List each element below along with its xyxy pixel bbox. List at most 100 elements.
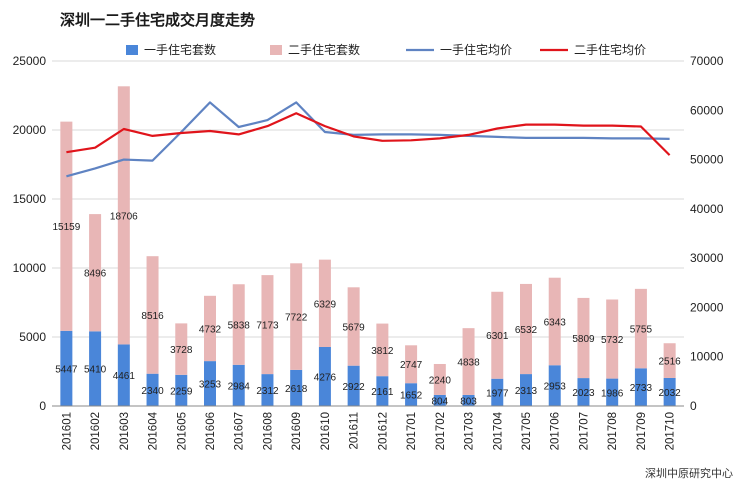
data-label-new-units: 2312 [256,386,279,397]
bar-new-units [146,373,159,406]
right-axis-tick-label: 20000 [690,300,724,314]
x-axis-tick-label: 201701 [406,412,418,450]
legend-item: 一手住宅均价 [406,42,512,57]
right-axis-tick-label: 60000 [690,103,724,117]
data-label-second-units: 6343 [544,317,567,328]
bar-second-units [117,86,130,345]
x-axis-tick-label: 201704 [492,411,504,450]
bar-new-units [89,331,102,406]
data-label-new-units: 2922 [343,382,366,393]
right-axis-tick-label: 40000 [690,202,724,216]
x-axis-tick-label: 201708 [607,412,619,450]
left-axis-tick-label: 25000 [13,54,47,68]
data-label-new-units: 1652 [400,391,423,402]
data-label-new-units: 5447 [55,364,78,375]
data-label-second-units: 5732 [601,335,624,346]
data-labels: 5447 15159 5410 8496 4461 18706 2340 8516 2259 37… [52,211,681,407]
bar-second-units [60,121,73,331]
bar-second-units [347,287,360,366]
x-axis-tick-label: 201710 [665,412,677,450]
left-axis-tick-label: 10000 [13,261,47,275]
bar-second-units [261,275,274,375]
data-label-new-units: 2953 [544,382,567,393]
x-axis-tick-label: 201603 [119,412,131,450]
axes: 0 5000 10000 15000 20000 25000 0 10000 20000 3000… [13,54,724,450]
data-label-new-units: 2984 [228,381,251,392]
legend-label: 二手住宅套数 [288,42,360,57]
bar-second-units [204,295,216,362]
x-axis-tick-label: 201703 [464,412,476,450]
data-label-second-units: 18706 [110,211,138,222]
bar-second-units [491,291,504,379]
data-label-second-units: 6301 [486,331,509,342]
data-label-second-units: 4838 [457,358,480,369]
right-axis-tick-label: 0 [690,399,697,413]
legend-swatch-bar [126,45,138,55]
data-label-new-units: 2023 [572,388,595,399]
right-axis-tick-label: 50000 [690,153,724,167]
x-axis-tick-label: 201707 [578,412,590,450]
x-axis-tick-label: 201706 [550,412,562,450]
data-label-new-units: 2733 [630,383,653,394]
data-label-second-units: 2747 [400,360,423,371]
data-label-second-units: 5809 [572,334,595,345]
bar-new-units [606,378,619,406]
legend: 一手住宅套数 二手住宅套数 一手住宅均价 二手住宅均价 [126,42,646,57]
bar-new-units [405,383,418,406]
data-label-new-units: 2161 [371,387,394,398]
x-axis-tick-label: 201605 [176,412,188,450]
legend-label: 二手住宅均价 [574,42,646,57]
bar-second-units [318,259,331,347]
bar-new-units [634,368,647,406]
x-axis-tick-label: 201608 [262,412,274,450]
data-label-second-units: 15159 [52,222,80,233]
x-axis-tick-label: 201606 [205,412,217,450]
bar-second-units [175,323,188,375]
legend-item: 二手住宅均价 [540,42,646,57]
data-label-second-units: 8516 [141,311,164,322]
bar-second-units [405,345,418,384]
data-label-new-units: 2259 [170,386,193,397]
data-label-second-units: 2240 [429,375,452,386]
data-label-new-units: 2032 [659,388,682,399]
data-label-second-units: 2516 [659,357,682,368]
bar-second-units [520,283,532,375]
right-axis-tick-label: 30000 [690,251,724,265]
bar-second-units [577,297,590,379]
x-axis-tick-label: 201612 [377,412,389,450]
data-label-second-units: 7173 [256,321,279,332]
right-axis-tick-label: 10000 [690,350,724,364]
bar-second-units [462,328,475,395]
bar-new-units [261,374,274,406]
x-axis-tick-label: 201602 [90,412,102,450]
data-label-new-units: 1986 [601,388,624,399]
data-label-new-units: 3253 [199,380,222,391]
bar-second-units [634,288,647,369]
data-label-new-units: 803 [460,396,477,407]
legend-item: 二手住宅套数 [270,42,360,57]
data-label-second-units: 7722 [285,313,308,324]
data-label-new-units: 4276 [314,372,337,383]
bar-second-units [548,277,561,366]
bar-new-units [290,369,303,406]
x-axis-tick-label: 201601 [61,412,73,450]
bar-new-units [663,377,676,406]
data-label-second-units: 8496 [84,269,107,280]
data-label-new-units: 2313 [515,386,538,397]
bar-new-units [175,374,188,406]
bar-second-units [663,343,676,378]
x-axis-tick-label: 201611 [349,412,361,450]
data-label-new-units: 2340 [141,386,164,397]
left-axis-tick-label: 15000 [13,192,47,206]
x-axis-tick-label: 201705 [521,412,533,450]
bar-new-units [232,364,245,406]
chart-title: 深圳一二手住宅成交月度走势 [60,11,255,29]
source-note: 深圳中原研究中心 [645,466,733,480]
data-label-second-units: 3728 [170,345,193,356]
bar-new-units [433,394,446,406]
data-label-second-units: 3812 [371,346,394,357]
line-second-avg-price [66,112,671,156]
x-axis-tick-label: 201610 [320,412,332,450]
bar-new-units [548,365,561,406]
